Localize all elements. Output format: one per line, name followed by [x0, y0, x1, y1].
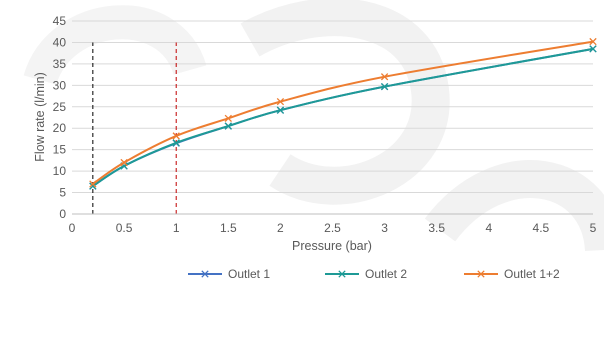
- marker-stroke: [589, 45, 597, 53]
- x-tick-label: 3.5: [428, 221, 445, 235]
- marker-stroke: [201, 270, 209, 278]
- y-tick-label: 5: [59, 186, 66, 200]
- y-tick-label: 30: [53, 78, 67, 92]
- y-tick-label: 0: [59, 207, 66, 221]
- marker-stroke: [224, 114, 232, 123]
- legend-marker: [338, 270, 346, 278]
- marker-stroke: [276, 97, 285, 106]
- x-axis-label: Pressure (bar): [292, 239, 372, 253]
- series-line-3: [92, 40, 594, 185]
- x-tick-label: 5: [590, 221, 597, 235]
- data-point: [589, 37, 597, 46]
- axes: 0 5 10 15 20 25 30 35 40 45 0 0.5 1 1.5 2 2.5 3 3.5 4 4.5 5: [53, 14, 597, 235]
- data-point: [380, 82, 389, 91]
- data-point: [224, 122, 232, 130]
- y-tick-label: 45: [53, 14, 67, 28]
- y-tick-label: 40: [53, 35, 67, 49]
- x-tick-label: 0.5: [116, 221, 133, 235]
- watermark-arc: [424, 160, 604, 253]
- y-tick-label: 20: [53, 121, 67, 135]
- x-tick-label: 4.5: [533, 221, 550, 235]
- x-tick-label: 0: [69, 221, 76, 235]
- marker-stroke: [89, 182, 97, 190]
- marker-stroke: [224, 122, 232, 130]
- marker-stroke: [380, 82, 389, 91]
- x-tick-label: 1.5: [220, 221, 237, 235]
- data-point: [172, 132, 180, 140]
- x-tick-label: 3: [381, 221, 388, 235]
- marker-stroke: [338, 270, 346, 278]
- data-point: [276, 106, 285, 114]
- y-tick-label: 25: [53, 100, 67, 114]
- data-point: [172, 139, 180, 147]
- data-point: [380, 73, 389, 81]
- x-tick-label: 4: [485, 221, 492, 235]
- legend-label: Outlet 1+2: [504, 267, 560, 281]
- x-tick-label: 2.5: [324, 221, 341, 235]
- data-point: [89, 182, 97, 190]
- legend-label: Outlet 1: [228, 267, 270, 281]
- watermark-arc: [23, 5, 207, 86]
- marker-stroke: [172, 139, 180, 147]
- data-point: [89, 180, 97, 188]
- watermark: [23, 0, 604, 253]
- marker-stroke: [89, 180, 97, 188]
- data-point: [224, 114, 232, 123]
- x-tick-label: 2: [277, 221, 284, 235]
- y-axis-label: Flow rate (l/min): [33, 72, 47, 162]
- data-point: [120, 158, 128, 167]
- series-line-2: [92, 47, 594, 187]
- data-point: [589, 45, 597, 53]
- legend: Outlet 1 Outlet 2 Outlet 1+2: [188, 267, 560, 281]
- legend-marker: [477, 270, 485, 278]
- marker-stroke: [380, 73, 389, 81]
- legend-label: Outlet 2: [365, 267, 407, 281]
- marker-stroke: [477, 270, 485, 278]
- marker-stroke: [120, 158, 128, 167]
- series-layer: [89, 37, 597, 190]
- watermark-arc: [240, 0, 450, 205]
- x-tick-label: 1: [173, 221, 180, 235]
- marker-stroke: [172, 132, 180, 140]
- data-point: [276, 97, 285, 106]
- y-tick-label: 35: [53, 57, 67, 71]
- marker-stroke: [276, 106, 285, 114]
- y-tick-label: 15: [53, 143, 67, 157]
- y-tick-label: 10: [53, 164, 67, 178]
- legend-marker: [201, 270, 209, 278]
- marker-stroke: [589, 37, 597, 46]
